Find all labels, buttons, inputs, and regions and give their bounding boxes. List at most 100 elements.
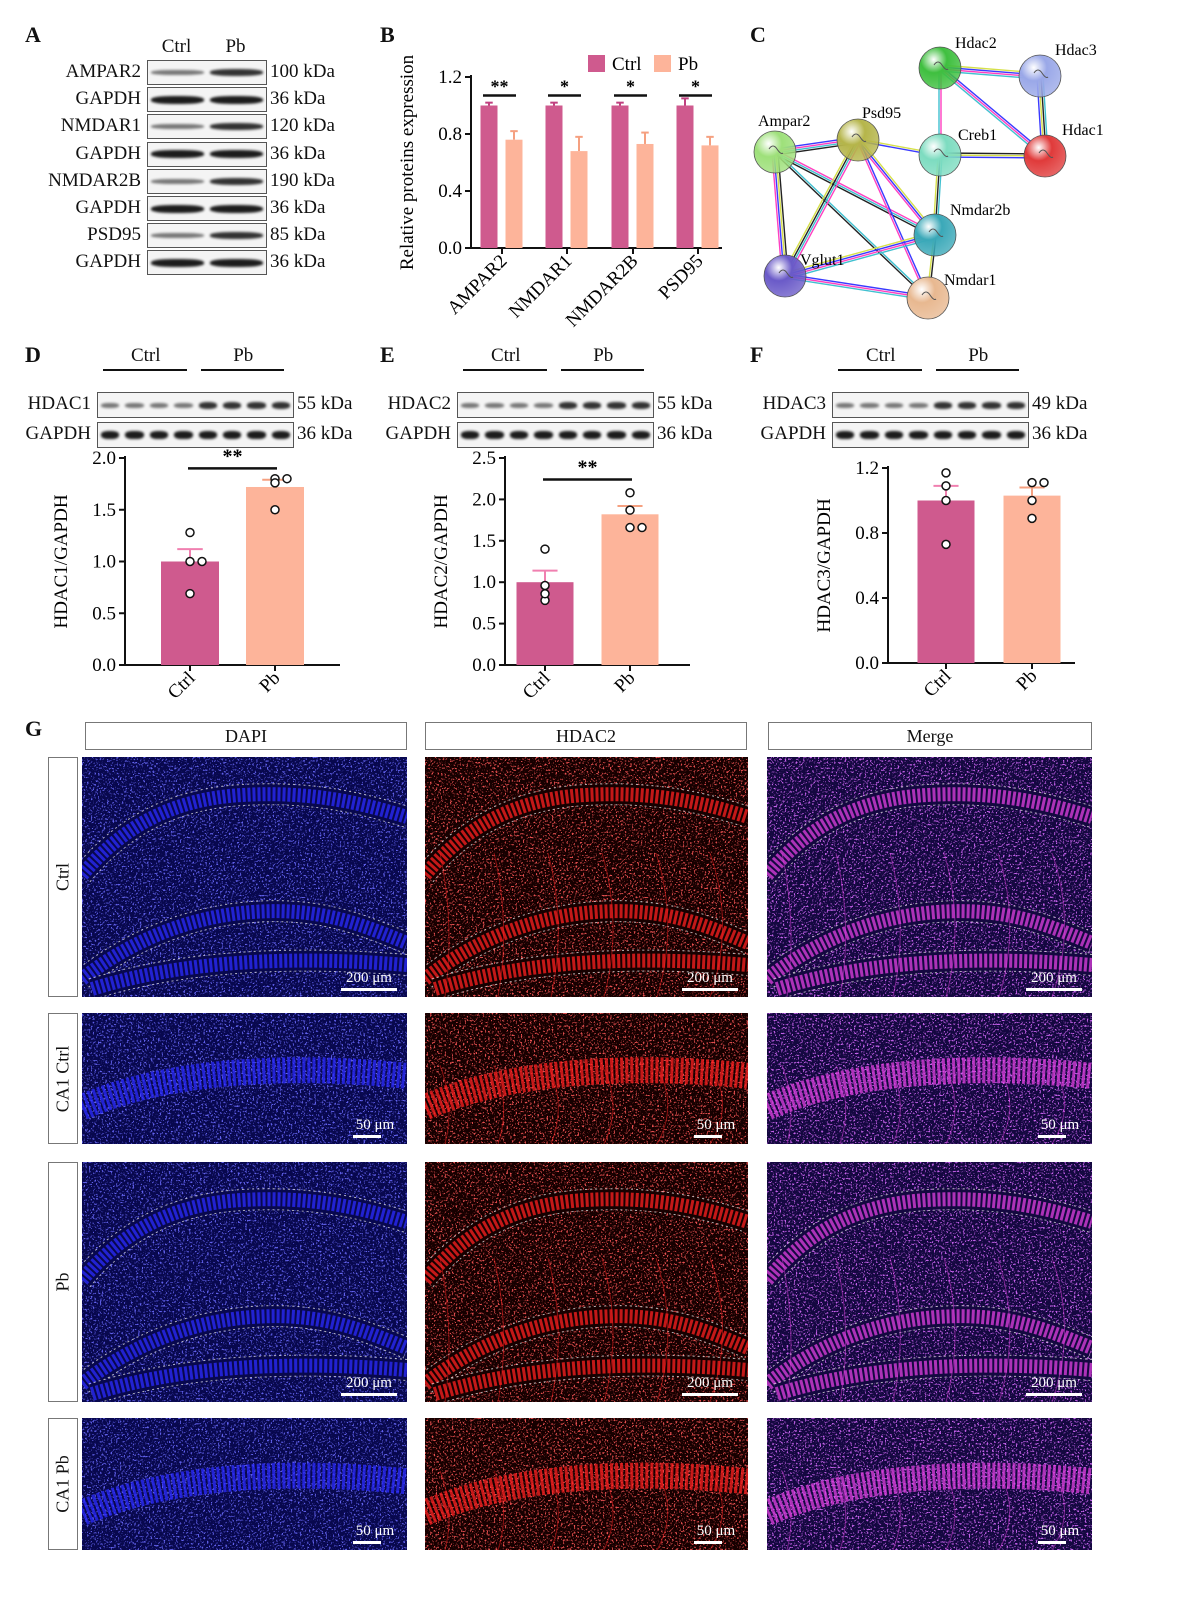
network-node-label: Psd95 [862,105,901,122]
blot-band [198,401,217,409]
neurite [547,1065,559,1144]
significance-stars: ** [223,445,243,467]
blot-row-label: PSD95 [87,224,141,246]
cell-layer-band [774,1358,1092,1401]
group-label-pb: Pb [593,345,614,366]
blot-band [631,401,650,409]
network-edge [784,233,935,276]
y-tick-label: 1.5 [92,500,116,521]
bar-pb-nmdar1 [570,151,588,248]
blot-strip [457,422,654,448]
blot-strip [147,196,267,221]
molecular-weight-label: 55 kDa [297,393,353,414]
blot-band [607,401,626,409]
blot-band [884,431,904,439]
micrograph-merge-ca1-ctrl: 50 μm [767,1013,1092,1144]
y-tick-label: 0.8 [438,124,462,145]
molecular-weight-label: 100 kDa [270,61,335,82]
cell-layer-band [82,1309,407,1390]
group-underline [838,369,922,371]
cell-layer-band [432,953,748,996]
protein-structure-icon [768,145,784,154]
neurite [889,1470,901,1550]
neurite [781,1470,792,1550]
scale-bar-label: 50 μm [696,1117,736,1133]
network-edge [940,65,1047,156]
neurite [997,852,1011,997]
neurite [493,1065,505,1144]
blot-band [271,431,290,439]
micrograph-hdac2-pb: 200 μm [425,1162,748,1402]
blot-band [247,401,266,409]
blot-band [860,431,879,439]
blot-band [210,95,263,104]
blot-band [582,401,602,409]
scale-bar-label: 50 μm [1040,1523,1080,1539]
blot-row-label: GAPDH [75,88,141,110]
bar-ctrl-nmdar2b [611,105,629,248]
bar-pb-nmdar2b [636,143,654,248]
neurite [601,1470,614,1550]
blot-band [210,232,263,240]
bar-ctrl [917,500,975,663]
blot-band [271,401,290,409]
molecular-weight-label: 36 kDa [270,197,326,218]
molecular-weight-label: 55 kDa [657,393,713,414]
neurite [997,1065,1011,1144]
blot-strip [457,392,654,418]
x-tick-label: Ctrl [920,666,956,702]
blot-strip [97,392,294,418]
blot-strip [147,250,267,276]
blot-band [957,401,977,409]
protein-structure-icon [933,148,949,157]
network-edge [787,141,862,278]
blot-band [982,431,1001,439]
neurite [1051,852,1065,997]
data-point [185,588,195,599]
blot-row-label: GAPDH [75,251,141,273]
blot-row-label: GAPDH [75,142,141,164]
y-tick-label: 1.2 [438,67,462,88]
neurite [835,852,847,997]
neurite [889,1257,901,1402]
data-point [540,580,550,591]
blot-row-label: HDAC1 [27,393,91,414]
y-tick-label: 2.0 [472,489,496,510]
protein-structure-icon [933,61,949,70]
network-node-label: Hdac3 [1055,42,1097,59]
network-edge [783,139,858,276]
neurite [835,1470,847,1550]
panel-label-c: C [750,22,766,47]
data-point [282,473,292,484]
network-edge [785,140,860,277]
cell-layer-band [767,1309,1092,1390]
blot-band [909,402,928,408]
scale-bar-line [1038,1135,1066,1138]
micrograph-merge-ca1-pb: 50 μm [767,1418,1092,1550]
group-label-ctrl: Ctrl [490,345,521,366]
network-edge [785,235,936,278]
panel-label-b: B [380,22,395,47]
blot-band [509,431,529,439]
scale-bar-line [682,1393,738,1396]
region-interior [767,784,1092,882]
y-tick-label: 0.8 [855,523,879,544]
blot-band [151,150,204,159]
scale-bar-label: 200 μm [687,970,733,986]
group-underline [560,369,644,371]
y-tick-label: 1.5 [472,531,496,552]
blot-band [582,431,602,439]
significance-stars: ** [578,457,598,479]
chart-d-hdac1: 0.0 0.5 1.0 1.5 2.0 HDAC1/GAPDH Ctrl Pb ** [51,445,340,703]
blot-band [101,402,120,408]
data-point [270,478,280,488]
blot-strip [832,392,1029,418]
molecular-weight-label: 36 kDa [270,142,326,164]
micrograph-image [767,1162,1092,1402]
micrograph-image [767,1418,1092,1550]
micrograph-image [425,1013,748,1144]
data-point [197,556,207,567]
data-point [941,468,951,478]
group-label-ctrl: Ctrl [161,36,192,57]
blot-band [485,431,504,439]
